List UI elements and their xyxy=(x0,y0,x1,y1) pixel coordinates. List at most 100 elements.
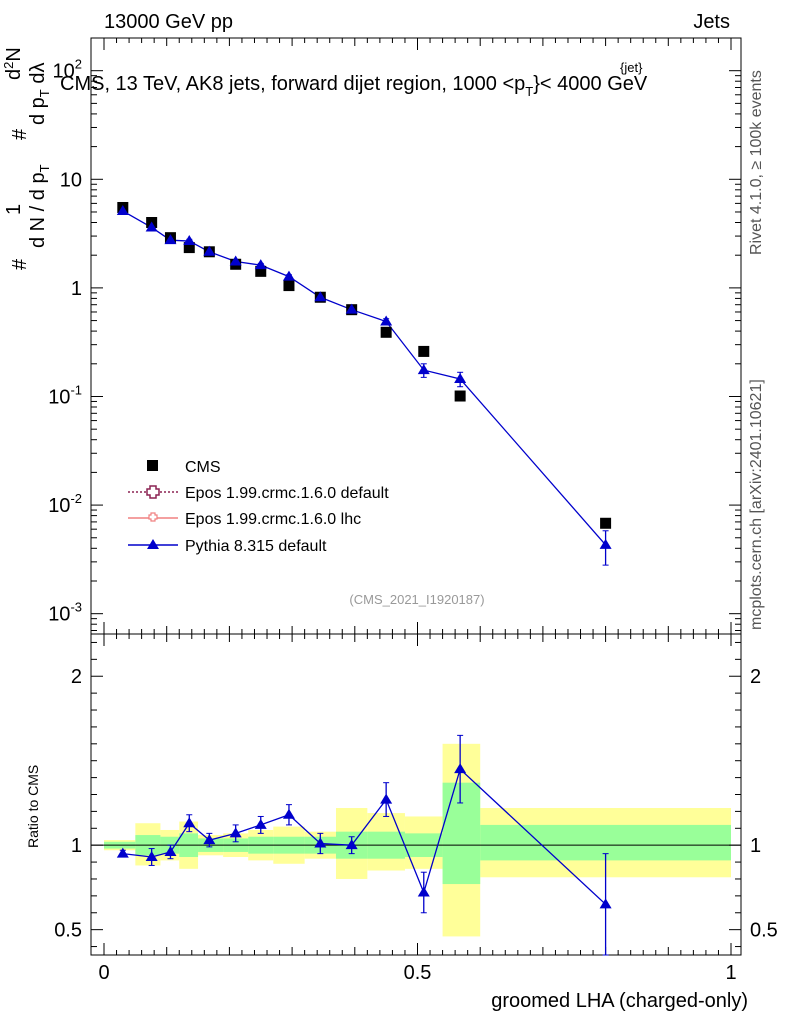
ylabel-den2-l: dλ xyxy=(27,63,49,90)
cms-point xyxy=(283,280,295,292)
pythia-point xyxy=(203,245,216,256)
tick-base: 10 xyxy=(48,604,70,626)
pythia-ratio-point xyxy=(345,839,358,850)
ylabel-denom: d N / d pT xyxy=(27,164,52,248)
tick-exp: 2 xyxy=(75,57,82,72)
mcplots-label: mcplots.cern.ch [arXiv:2401.10621] xyxy=(748,379,765,630)
main-y-tick-label: 1 xyxy=(71,278,82,300)
pythia-point xyxy=(229,255,242,266)
legend: CMS Epos 1.99.crmc.1.6.0 default Epos 1.… xyxy=(128,459,389,555)
pythia-ratio-point xyxy=(183,817,196,828)
pythia-ratio-point xyxy=(282,808,295,819)
pythia-point xyxy=(183,235,196,246)
ylabel-denom-sub: T xyxy=(37,164,52,172)
pythia-point xyxy=(454,372,467,383)
ylabel-one: 1 xyxy=(3,204,25,215)
pythia-point xyxy=(599,538,612,549)
ylabel-hash2: # xyxy=(9,128,31,140)
ratio-plot-frame xyxy=(90,633,742,956)
y-axis-label-ratio: Ratio to CMS xyxy=(25,765,41,848)
ratio-y-tick-label-right: 2 xyxy=(750,666,761,688)
pythia-ratio-point xyxy=(229,827,242,838)
tick-exp: -3 xyxy=(70,600,82,615)
ratio-y-tick-label-right: 0.5 xyxy=(750,920,778,942)
ylabel-num: d2N xyxy=(1,47,25,80)
analysis-watermark: (CMS_2021_I1920187) xyxy=(349,592,484,607)
ylabel-hash1: # xyxy=(9,258,31,270)
y-axis-label-main: # 1 d N / d pT # d2N d pT dλ xyxy=(1,47,52,270)
pythia-ratio-point xyxy=(380,793,393,804)
pythia-point xyxy=(282,270,295,281)
header-right: Jets xyxy=(693,11,730,33)
pythia-ratio-point xyxy=(164,845,177,856)
cms-point xyxy=(418,345,430,357)
cms-point xyxy=(454,390,466,402)
pythia-ratio-line xyxy=(122,767,607,905)
tick-base: 10 xyxy=(48,495,70,517)
legend-pythia-label: Pythia 8.315 default xyxy=(185,538,327,555)
ylabel-den2-sub: T xyxy=(37,89,52,97)
pythia-point xyxy=(417,364,430,375)
ylabel-num-d: d xyxy=(3,69,25,80)
pythia-point xyxy=(116,205,129,216)
cms-point xyxy=(380,326,392,338)
pythia-ratio-point xyxy=(314,837,327,848)
main-y-tick-label: 102 xyxy=(53,57,82,83)
title-end: }< 4000 GeV xyxy=(533,73,648,95)
pythia-ratio-point xyxy=(417,886,430,897)
main-y-tick-label: 10-2 xyxy=(48,491,82,517)
cms-point xyxy=(255,265,267,277)
pythia-ratio-point xyxy=(599,898,612,909)
cms-point xyxy=(183,242,195,254)
tick-base: 10 xyxy=(53,61,75,83)
tick-base: 10 xyxy=(48,386,70,408)
x-tick-label: 1 xyxy=(725,962,736,984)
pythia-point xyxy=(345,303,358,314)
main-y-tick-label: 10-1 xyxy=(48,382,82,408)
tick-exp: -1 xyxy=(70,382,82,397)
pythia-point xyxy=(145,221,158,232)
title-sub: T xyxy=(525,84,533,99)
pythia-ratio-point xyxy=(454,763,467,774)
ratio-y-tick-label-left: 0.5 xyxy=(54,920,82,942)
pythia-point xyxy=(380,315,393,326)
header-left: 13000 GeV pp xyxy=(104,11,233,33)
ylabel-den2-text: d p xyxy=(27,97,49,125)
x-tick-label: 0.5 xyxy=(404,962,432,984)
legend-epos-default-label: Epos 1.99.crmc.1.6.0 default xyxy=(185,485,389,502)
pythia-point xyxy=(254,259,267,270)
ratio-band-inner-12 xyxy=(442,782,481,885)
pythia-ratio-point xyxy=(254,818,267,829)
x-tick-label: 0 xyxy=(98,962,109,984)
tick-base: 10 xyxy=(60,169,82,191)
plot-title: CMS, 13 TeV, AK8 jets, forward dijet reg… xyxy=(60,73,648,99)
cms-point xyxy=(600,517,612,529)
pythia-point xyxy=(164,234,177,245)
legend-cms-marker xyxy=(147,460,158,471)
pythia-ratio-point xyxy=(116,847,129,858)
ylabel-denom-text: d N / d p xyxy=(27,172,49,248)
pythia-point xyxy=(314,291,327,302)
pythia-ratio-point xyxy=(203,834,216,845)
main-y-tick-label: 10 xyxy=(60,169,82,191)
ratio-y-tick-label-left: 1 xyxy=(71,835,82,857)
tick-exp: -2 xyxy=(70,491,82,506)
legend-cms-label: CMS xyxy=(185,459,221,476)
tick-base: 1 xyxy=(71,278,82,300)
x-axis-label: groomed LHA (charged-only) xyxy=(491,990,748,1012)
main-y-tick-label: 10-3 xyxy=(48,600,82,626)
ylabel-num-n: N xyxy=(3,47,25,61)
ylabel-num-sup: 2 xyxy=(1,62,16,69)
title-main: CMS, 13 TeV, AK8 jets, forward dijet reg… xyxy=(60,73,525,95)
rivet-label: Rivet 4.1.0, ≥ 100k events xyxy=(748,70,765,255)
ratio-y-tick-label-left: 2 xyxy=(71,666,82,688)
legend-pythia-marker xyxy=(147,539,159,549)
legend-epos-lhc-label: Epos 1.99.crmc.1.6.0 lhc xyxy=(185,511,361,528)
pythia-ratio-point xyxy=(145,851,158,862)
title-sup: {jet} xyxy=(620,60,643,75)
ratio-y-tick-label-right: 1 xyxy=(750,835,761,857)
legend-epos-default-marker xyxy=(146,485,160,499)
